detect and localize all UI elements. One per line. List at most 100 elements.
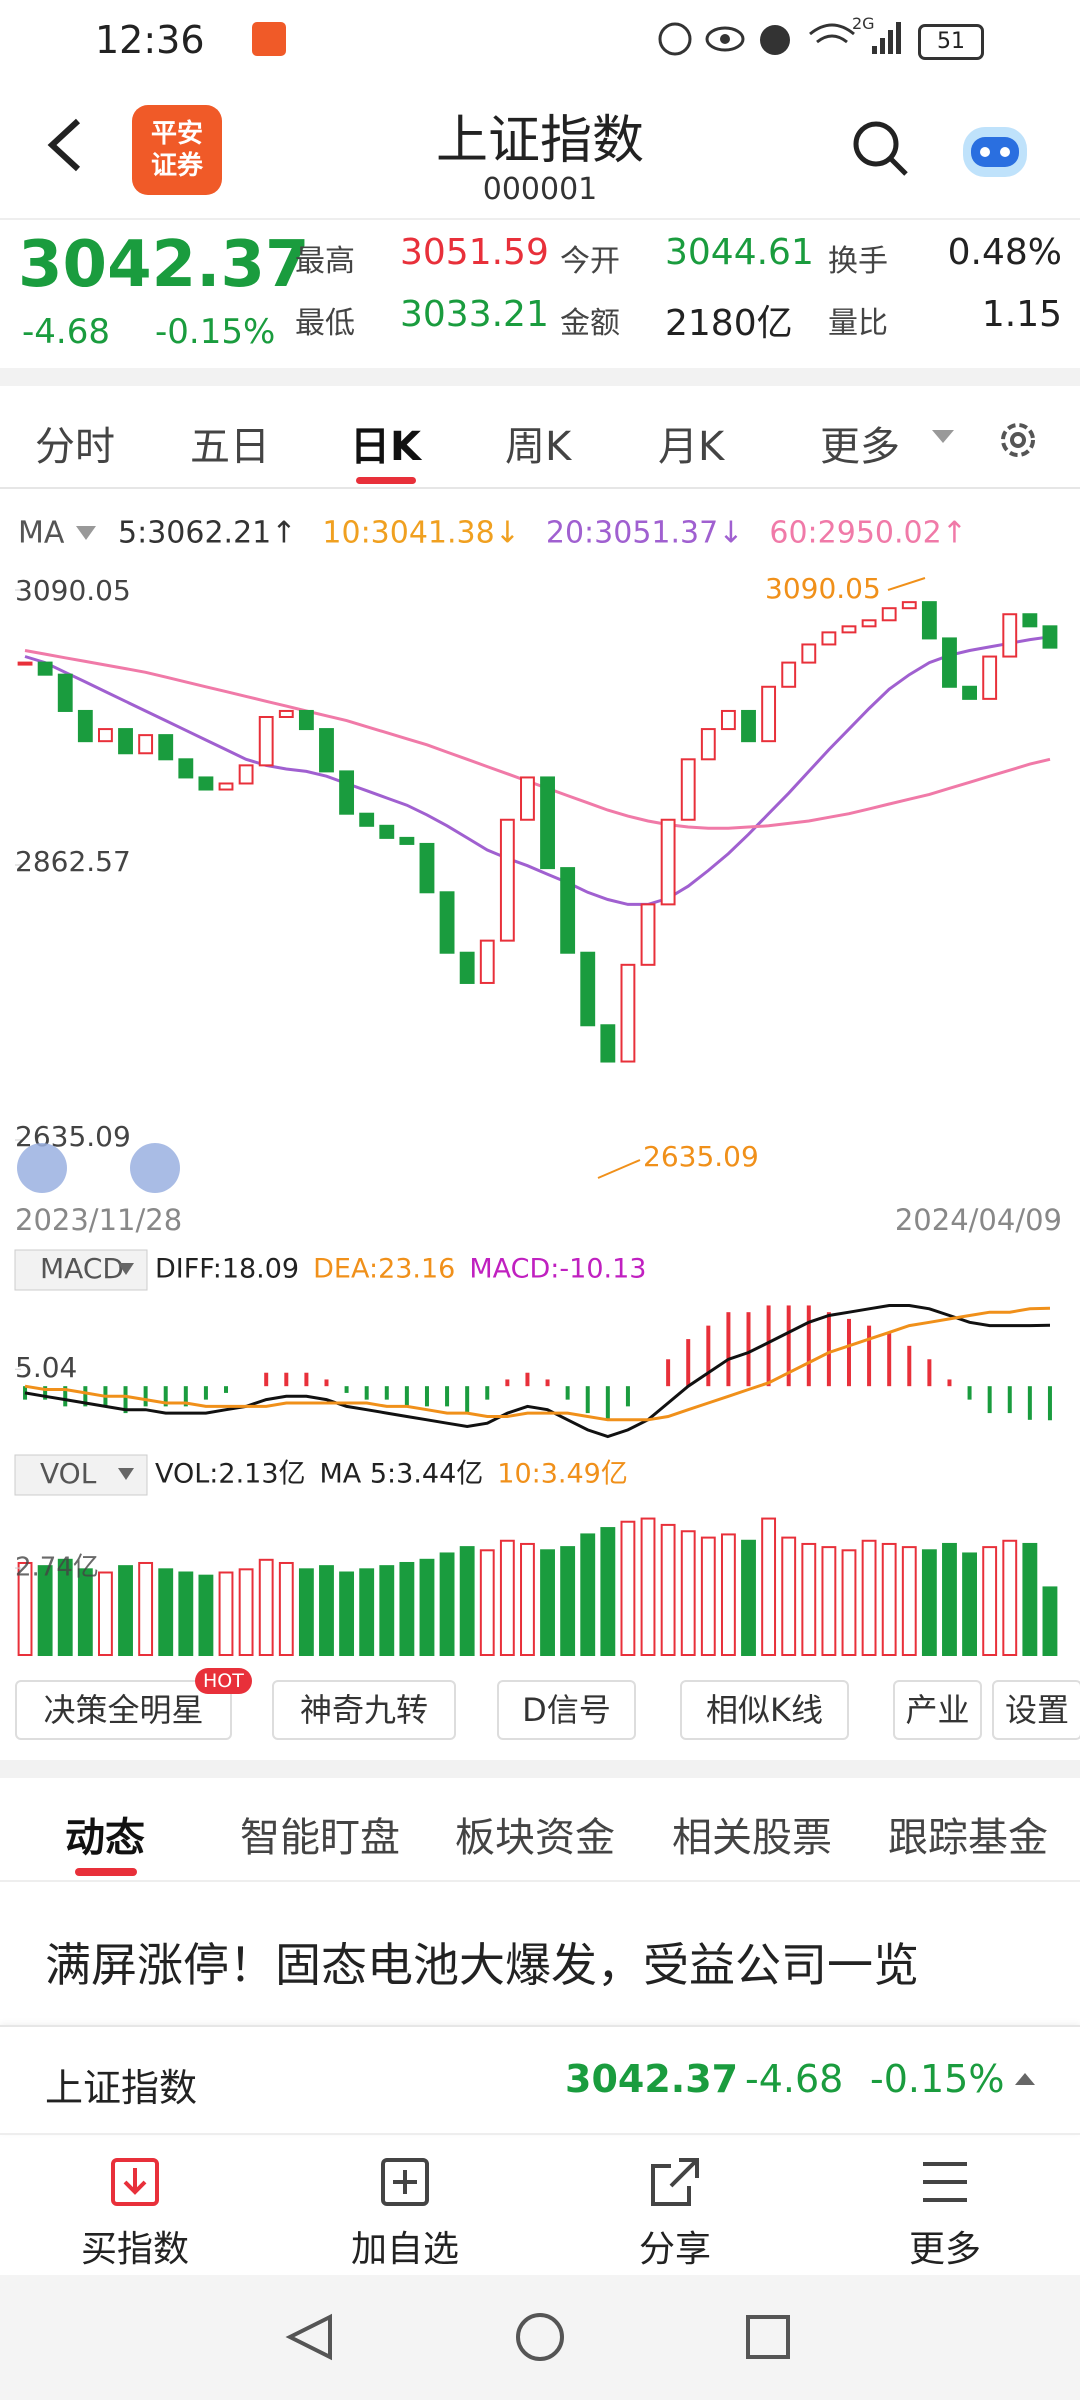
macd-bar <box>686 1339 691 1387</box>
expand-button[interactable] <box>17 1143 67 1193</box>
price-change-pct: -0.15% <box>155 312 276 352</box>
macd-bar <box>726 1312 731 1387</box>
ma-legend-entry: 10:3041.38↓ <box>322 516 519 551</box>
macd-bar <box>183 1386 188 1407</box>
news-headline[interactable]: 满屏涨停！固态电池大爆发，受益公司一览 <box>45 1938 919 1992</box>
tool-button[interactable]: 设置 <box>992 1680 1080 1740</box>
section-gap <box>0 1760 1080 1778</box>
volume-bar <box>761 1517 777 1657</box>
candle-body <box>278 709 294 718</box>
volume-bar <box>57 1558 73 1657</box>
action-icon[interactable] <box>649 2156 701 2208</box>
tool-button[interactable]: 决策全明星 <box>15 1680 232 1740</box>
tool-button[interactable]: 产业 <box>893 1680 982 1740</box>
news-tab[interactable]: 相关股票 <box>672 1815 832 1861</box>
period-tab[interactable]: 五日 <box>190 424 270 470</box>
tool-button[interactable]: D信号 <box>497 1680 636 1740</box>
macd-bar <box>907 1345 912 1387</box>
news-tab[interactable]: 跟踪基金 <box>888 1815 1048 1861</box>
logo-text: 证券 <box>150 151 203 181</box>
navigation-bar <box>0 2275 1080 2400</box>
news-tab[interactable]: 智能盯盘 <box>240 1815 400 1861</box>
candle-body <box>921 601 937 640</box>
volume-bar <box>439 1552 455 1657</box>
candle-body <box>881 607 897 622</box>
action-icon[interactable] <box>919 2156 971 2208</box>
candle-body <box>821 631 837 646</box>
period-tab[interactable]: 分时 <box>35 424 115 470</box>
macd-bar <box>43 1386 48 1400</box>
action-label[interactable]: 更多 <box>908 2229 981 2270</box>
volume-bar <box>1022 1542 1038 1656</box>
legend-entry: MACD:-10.13 <box>469 1254 646 1285</box>
candle-body <box>218 782 234 791</box>
volume-bar <box>640 1517 656 1657</box>
candle-body <box>198 776 214 791</box>
action-label[interactable]: 加自选 <box>350 2229 459 2270</box>
volume-bar <box>680 1530 696 1656</box>
macd-bar <box>203 1386 208 1400</box>
macd-bar <box>706 1325 711 1387</box>
news-tab[interactable]: 板块资金 <box>455 1815 615 1861</box>
low-marker <box>597 1159 641 1179</box>
candle-body <box>660 818 676 906</box>
candle-body <box>1042 625 1058 649</box>
action-icon[interactable] <box>379 2156 431 2208</box>
legend-entry: VOL:2.13亿 <box>155 1459 306 1490</box>
action-label[interactable]: 分享 <box>638 2229 711 2270</box>
macd-bar <box>505 1379 510 1387</box>
macd-bar <box>927 1359 932 1387</box>
back-button[interactable] <box>40 115 90 175</box>
ticker-bar[interactable]: 上证指数 3042.37 -4.68 -0.15% <box>0 2025 1080 2135</box>
volume-bar <box>901 1546 917 1656</box>
news-tab[interactable]: 动态 <box>65 1815 145 1861</box>
candle-body <box>580 951 596 1027</box>
last-price: 3042.37 <box>18 228 310 302</box>
volume-bar <box>781 1536 797 1657</box>
volume-bar <box>600 1527 616 1656</box>
action-icon[interactable] <box>109 2156 161 2208</box>
volume-bar <box>520 1542 535 1656</box>
status-time: 12:36 <box>95 18 205 62</box>
volume-bar <box>1002 1539 1018 1657</box>
assistant-button[interactable] <box>955 115 1035 185</box>
volume-bar <box>118 1565 133 1656</box>
fullscreen-button[interactable] <box>130 1143 180 1193</box>
volume-bar <box>720 1533 736 1657</box>
stat-label: 最高 <box>295 244 355 279</box>
tool-button[interactable]: 神奇九转 <box>272 1680 456 1740</box>
chart-settings[interactable] <box>990 412 1046 468</box>
macd-bar <box>123 1386 128 1414</box>
page-title: 上证指数 <box>435 111 644 171</box>
macd-bar <box>565 1386 570 1400</box>
index-code: 000001 <box>482 172 598 207</box>
volume-bar <box>700 1536 716 1657</box>
period-tab[interactable]: 周K <box>505 424 572 470</box>
volume-bar <box>278 1561 294 1656</box>
macd-bar <box>284 1372 289 1387</box>
action-label[interactable]: 买指数 <box>80 2229 189 2270</box>
period-tab[interactable]: 月K <box>658 424 725 470</box>
period-tab[interactable]: 日K <box>350 424 421 470</box>
low-label: 2635.09 <box>643 1140 759 1173</box>
period-tab[interactable]: 更多 <box>820 424 900 470</box>
dropdown-arrow <box>932 430 954 443</box>
divider <box>0 2133 1080 2135</box>
volume-bar <box>178 1571 194 1656</box>
volume-bar <box>419 1558 435 1657</box>
stat-value: 1.15 <box>981 294 1062 335</box>
x-end-label: 2024/04/09 <box>895 1203 1062 1237</box>
volume-bar <box>821 1546 837 1656</box>
macd-bar <box>625 1386 630 1407</box>
candle-body <box>258 715 274 767</box>
nav-home[interactable] <box>516 2313 564 2361</box>
macd-bar <box>1047 1386 1052 1421</box>
candle-body <box>118 728 133 755</box>
macd-bar <box>947 1379 952 1387</box>
search-button[interactable] <box>850 118 910 178</box>
nav-recents[interactable] <box>746 2315 790 2359</box>
battery: 51 <box>918 24 984 60</box>
nav-back[interactable] <box>285 2313 332 2361</box>
tool-button[interactable]: 相似K线 <box>680 1680 849 1740</box>
